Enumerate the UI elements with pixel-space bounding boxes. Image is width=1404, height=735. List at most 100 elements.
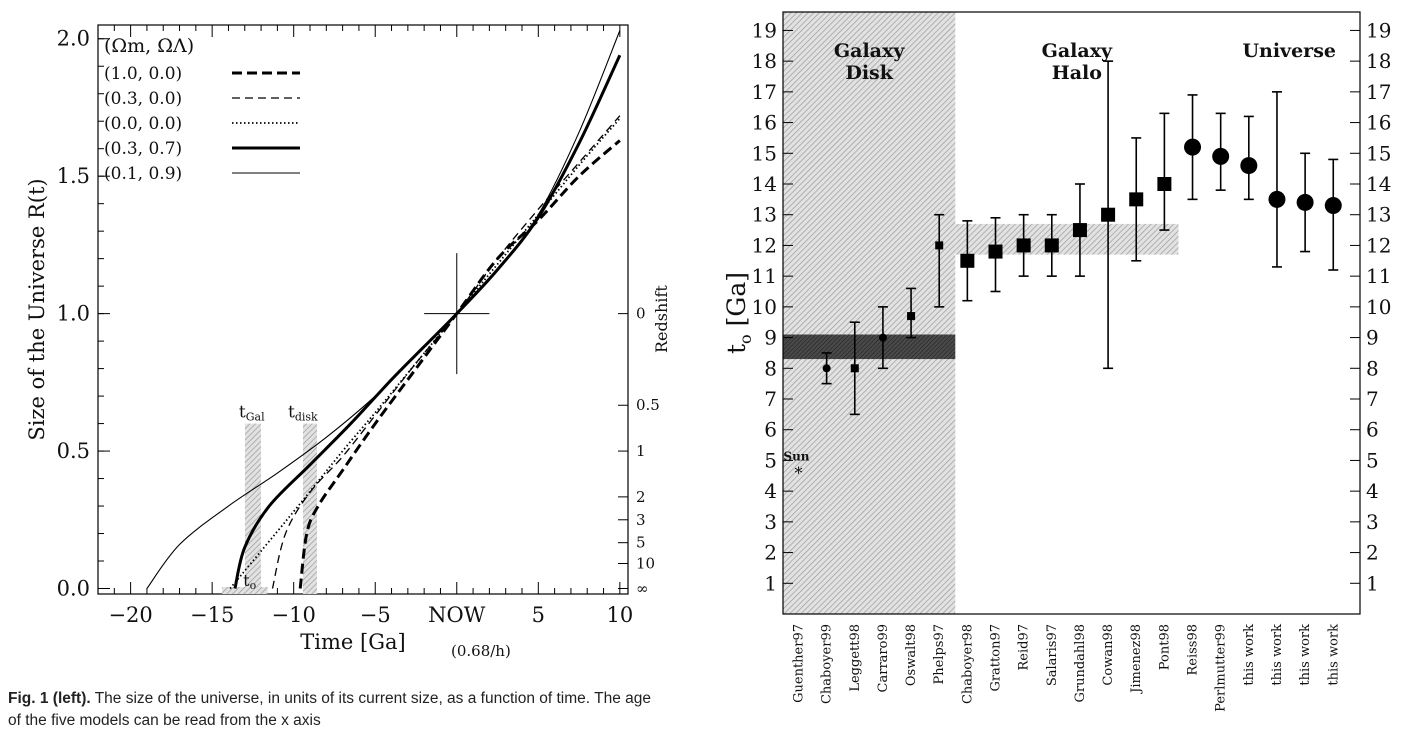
x-tick-label: −15 [190,603,234,627]
y-tick-label-right: 4 [1366,479,1379,503]
data-point-square [988,244,1003,259]
data-point-circle [1324,197,1342,214]
category-label: this work [1298,624,1313,686]
y-tick-label-left: 13 [752,203,777,227]
data-point-square [1157,177,1172,191]
category-label: Carraro99 [876,624,891,692]
y-tick-label-left: 15 [752,141,777,165]
redshift-tick-label: 1 [636,442,646,460]
x-tick-label: −5 [360,603,391,627]
category-label: Salaris97 [1045,624,1060,686]
category-label: Oswalt98 [904,624,919,686]
category-label: Pont98 [1157,624,1172,670]
caption-text: The size of the universe, in units of it… [8,690,651,729]
t-gal-band [244,423,261,594]
sun-marker: * [794,464,802,483]
x-tick-label: −20 [108,603,152,627]
data-point-circle [1212,147,1230,165]
category-label: Cowan98 [1101,624,1116,686]
y-axis-label: Size of the Universe R(t) [25,178,49,440]
series-line-3 [229,117,621,590]
category-label: this work [1242,624,1257,686]
sun-label: Sun [783,450,809,464]
data-point-small-circle [822,364,831,373]
y-tick-label-left: 3 [764,510,777,534]
left-chart: −20 −15 −10 −5 NOW 5 10 0.0 0.5 1.0 1.5 2.0 0 0.5 1 2 3 5… [25,24,671,660]
y-tick-label-right: 19 [1366,18,1391,42]
category-label: Chaboyer98 [960,624,975,704]
disk-age-band [783,334,956,360]
y-tick-label: 2.0 [57,27,90,51]
legend-entry-label: (0.1, 0.9) [104,164,182,184]
y-tick-label-right: 15 [1366,141,1391,165]
redshift-tick-label: 10 [636,555,655,573]
x-tick-label: −10 [272,603,316,627]
y-tick-label-left: 6 [764,418,777,442]
y-tick-label-left: 12 [752,233,777,257]
y-tick-label: 1.5 [57,164,90,188]
data-point-square [960,253,975,268]
region-label-line2: Halo [1052,62,1102,84]
y-tick-label-right: 11 [1366,264,1391,288]
y-tick-label-left: 17 [752,80,777,104]
left-plot-frame [97,24,629,595]
y-tick-label: 0.0 [57,577,90,601]
data-point-square [1044,238,1059,253]
y-tick-label-right: 18 [1366,49,1391,73]
disk-region [783,12,956,614]
redshift-tick-label: 5 [636,534,646,552]
y-tick-label-right: 5 [1366,448,1379,472]
y-tick-label-left: 4 [764,479,777,503]
y-tick-label-left: 8 [764,356,777,380]
category-label: Guenther97 [791,624,806,703]
series-line-5 [146,30,621,589]
series-line-4 [233,54,622,589]
y-tick-label-right: 7 [1366,387,1379,411]
legend-entry-label: (0.3, 0.0) [104,89,182,109]
x-tick-label: 10 [606,603,633,627]
y-tick-label-right: 16 [1366,111,1391,135]
category-label: Gratton97 [989,624,1004,692]
y-tick-label-right: 12 [1366,233,1391,257]
y-tick-label-right: 10 [1366,295,1391,319]
data-point-small-square [850,364,859,373]
y-tick-label-right: 8 [1366,356,1379,380]
t-o-band [221,587,268,594]
y-tick-label-left: 14 [752,172,777,196]
legend-entry-label: (1.0, 0.0) [104,64,182,84]
category-label: Leggett98 [848,624,863,692]
x-axis-label: Time [Ga] [300,630,405,654]
category-label: this work [1326,624,1341,686]
data-point-small-circle [878,333,887,342]
category-label: Grundahl98 [1073,624,1088,703]
redshift-tick-label: ∞ [636,580,649,598]
y-tick-label-left: 19 [752,18,777,42]
region-label-line1: Universe [1242,40,1336,62]
data-point-small-square [935,241,944,250]
y-tick-label-left: 7 [764,387,777,411]
data-point-circle [1184,138,1202,156]
category-label: this work [1270,624,1285,686]
y-tick-label-left: 9 [764,326,777,350]
redshift-tick-label: 0.5 [636,396,660,414]
y-tick-label-right: 13 [1366,203,1391,227]
y-tick-label: 0.5 [57,439,90,463]
data-point-square [1101,207,1116,222]
data-point-square [1016,238,1031,253]
figure-caption: Fig. 1 (left). The size of the universe,… [8,688,668,732]
category-label: Jimenez98 [1129,624,1144,695]
region-label-line1: Galaxy [1042,40,1113,62]
y-tick-label-right: 3 [1366,510,1379,534]
redshift-tick-label: 3 [636,511,646,529]
legend-entry-label: (0.0, 0.0) [104,114,182,134]
legend-header: (Ωm, ΩΛ) [104,35,194,57]
series-line-1 [298,139,621,589]
x-tick-label: 5 [532,603,545,627]
data-point-circle [1296,193,1314,211]
data-point-circle [1268,190,1286,208]
y-tick-label-left: 11 [752,264,777,288]
t-disk-label: tdisk [288,403,318,424]
region-label-line2: Disk [845,62,893,84]
